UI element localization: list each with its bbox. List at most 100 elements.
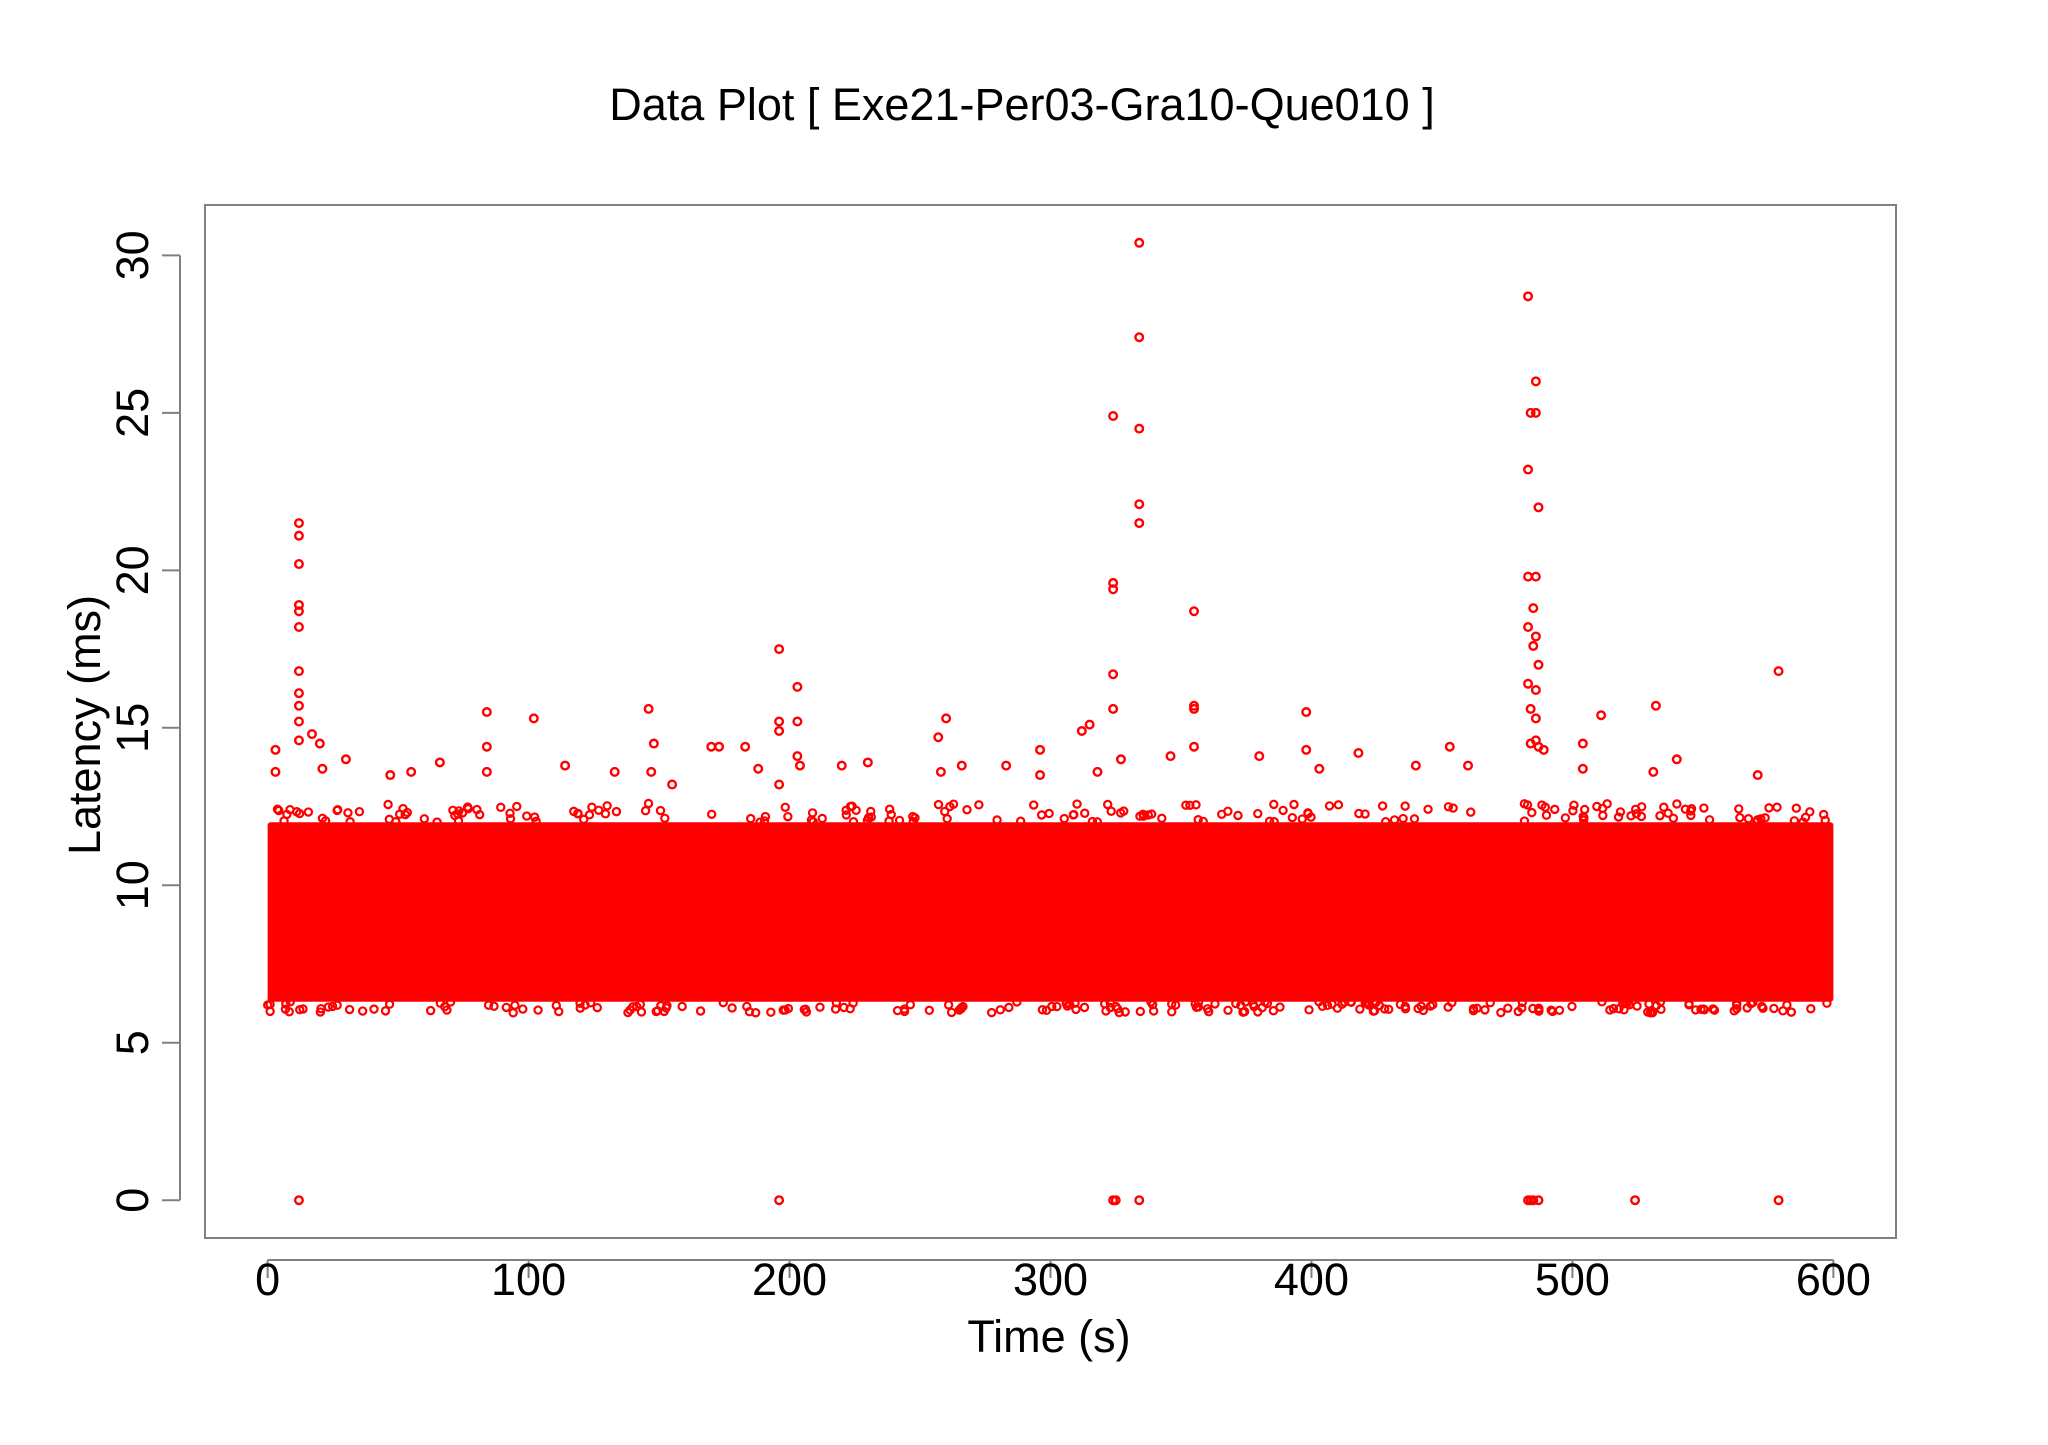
band-edge-point <box>554 1006 564 1017</box>
band-edge-point <box>1304 1005 1314 1015</box>
data-point <box>1752 770 1763 781</box>
band-edge-point <box>1106 806 1116 816</box>
band-edge-point <box>1079 1002 1090 1013</box>
data-point <box>1314 763 1325 774</box>
band-edge-point <box>1567 1001 1577 1012</box>
data-point <box>1444 741 1455 752</box>
data-point <box>293 700 304 711</box>
band-edge-point <box>1786 1007 1797 1017</box>
band-edge-point <box>1602 799 1612 809</box>
band-edge-point <box>808 816 818 827</box>
band-edge-point <box>1822 998 1832 1008</box>
band-edge-point <box>760 811 771 822</box>
band-edge-point <box>1268 1006 1279 1016</box>
band-edge-point <box>1659 802 1669 812</box>
data-point <box>1648 766 1659 777</box>
band-edge-point <box>1198 816 1208 827</box>
band-edge-point <box>884 816 894 826</box>
band-edge-point <box>643 798 654 809</box>
band-edge-point <box>1360 998 1370 1008</box>
band-edge-point <box>1092 817 1103 827</box>
band-edge-point <box>440 1002 450 1012</box>
band-edge-point <box>327 1001 338 1012</box>
data-point <box>1108 577 1119 588</box>
band-edge-point <box>1769 1003 1779 1014</box>
band-edge-point <box>344 1004 355 1015</box>
band-edge-point <box>474 809 485 820</box>
data-point <box>1410 760 1421 771</box>
band-edge-point <box>585 998 596 1008</box>
band-edge-point <box>345 817 355 827</box>
band-edge-point <box>369 1004 379 1014</box>
band-edge-point <box>432 817 442 827</box>
band-edge-point <box>1374 1000 1385 1011</box>
band-edge-point <box>1690 1005 1701 1015</box>
band-edge-point <box>1496 1007 1506 1018</box>
band-edge-point <box>1287 812 1298 823</box>
data-point <box>1538 744 1549 755</box>
band-edge-point <box>1519 799 1530 809</box>
band-edge-point <box>1157 813 1167 824</box>
x-tick-label: 100 <box>491 1254 566 1305</box>
band-edge-point <box>1181 800 1191 810</box>
data-point <box>792 681 803 692</box>
band-edge-point <box>862 815 873 826</box>
band-edge-point <box>1613 812 1624 822</box>
band-edge-point <box>992 815 1002 825</box>
band-edge-point <box>1400 801 1410 811</box>
band-edge-point <box>579 814 589 825</box>
x-axis-label: Time (s) <box>967 1311 1130 1362</box>
data-point <box>774 1195 785 1206</box>
band-edge-point <box>1699 803 1709 813</box>
band-edge-point <box>1541 810 1552 820</box>
data-point <box>270 766 281 777</box>
band-edge-point <box>1672 799 1682 809</box>
band-edge-point <box>384 999 395 1009</box>
data-point <box>933 732 944 743</box>
band-edge-point <box>354 806 365 817</box>
band-edge-point <box>841 805 851 815</box>
band-edge-point <box>457 808 468 818</box>
band-edge-point <box>1135 1006 1146 1017</box>
data-point <box>1577 738 1588 749</box>
band-edge-point <box>1193 815 1203 825</box>
band-edge-point <box>924 1005 935 1016</box>
band-edge-point <box>1423 804 1433 814</box>
band-edge-point <box>780 1005 790 1015</box>
data-point <box>317 763 328 774</box>
band-edge-point <box>531 816 541 827</box>
band-edge-point <box>1322 1000 1333 1011</box>
band-edge-point <box>1269 816 1279 827</box>
band-edge-point <box>1324 801 1335 811</box>
data-point <box>1773 666 1784 677</box>
band-edge-point <box>1517 997 1527 1008</box>
data-point <box>293 735 304 746</box>
data-point <box>792 716 803 727</box>
band-edge-point <box>1805 807 1815 817</box>
band-edge-point <box>1742 1003 1752 1013</box>
band-edge-point <box>1409 814 1420 824</box>
band-edge-point <box>1223 1005 1233 1015</box>
data-point <box>1530 407 1541 418</box>
data-point <box>314 738 325 749</box>
data-point <box>481 741 492 752</box>
data-point <box>1001 760 1012 771</box>
band-edge-point <box>1778 1006 1788 1016</box>
data-point <box>1189 606 1200 617</box>
band-edge-point <box>1217 809 1227 820</box>
data-point <box>293 559 304 570</box>
data-point <box>293 518 304 529</box>
data-point <box>774 716 785 727</box>
band-edge-point <box>1278 805 1288 816</box>
band-edge-point <box>1655 811 1665 821</box>
y-tick-label: 0 <box>107 1188 158 1213</box>
dense-band-fill <box>267 822 1834 1002</box>
band-edge-point <box>1070 998 1080 1008</box>
band-edge-point <box>1608 1003 1619 1014</box>
band-edge-point <box>899 1006 910 1017</box>
data-point <box>1353 747 1364 758</box>
band-edge-point <box>1191 800 1201 810</box>
band-edge-point <box>841 810 851 820</box>
data-point <box>340 754 351 765</box>
